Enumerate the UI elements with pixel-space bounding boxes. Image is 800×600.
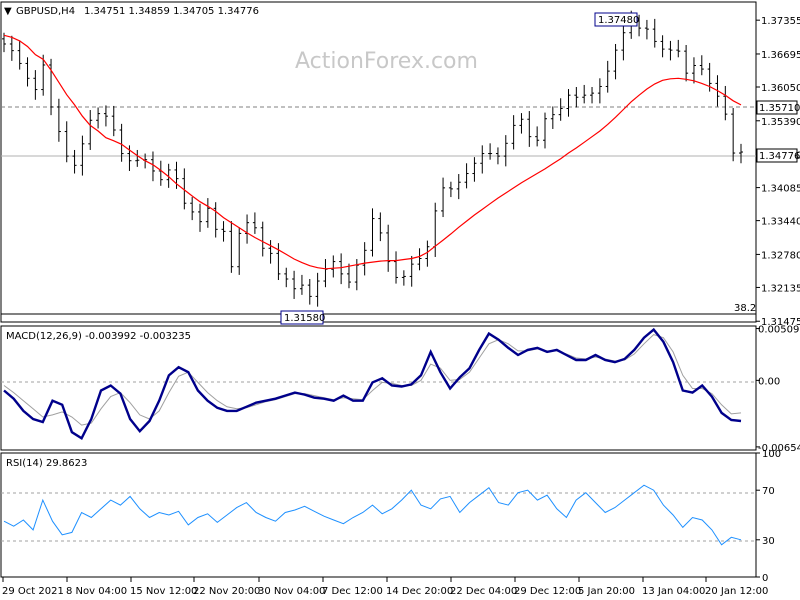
- time-axis-label: 20 Jan 12:00: [705, 586, 768, 597]
- rsi-line: [3, 484, 742, 546]
- macd-axis-label: 0.005099: [758, 325, 800, 336]
- price-axis-label: 1.31475: [761, 317, 800, 328]
- level-tag: 1.35710: [759, 103, 800, 114]
- price-axis-label: 1.35390: [761, 117, 800, 128]
- high-label: 1.37480: [598, 15, 639, 26]
- macd-axis-label: 0.00: [758, 376, 780, 387]
- rsi-axis-label: 100: [762, 449, 781, 460]
- macd-axis-label: -0.006543: [758, 443, 800, 454]
- time-axis-label: 13 Jan 04:00: [642, 586, 705, 597]
- price-panel-header-triangle: ▼: [4, 6, 12, 17]
- price-axis-label: 1.32135: [761, 283, 800, 294]
- time-axis-label: 30 Nov 04:00: [258, 586, 325, 597]
- time-axis-label: 22 Dec 04:00: [450, 586, 517, 597]
- rsi-axis-label: 30: [762, 536, 775, 547]
- moving-average-line: [3, 34, 742, 270]
- rsi-axis: 100 70 30 0: [756, 449, 781, 584]
- low-label-box: [280, 310, 324, 325]
- price-panel-symbol: GBPUSD,H4: [16, 6, 75, 17]
- time-axis-label: 15 Nov 12:00: [130, 586, 197, 597]
- high-label-box: [594, 12, 638, 27]
- time-axis-label: 14 Dec 20:00: [386, 586, 453, 597]
- price-candles: [2, 10, 743, 307]
- watermark: ActionForex.com: [295, 49, 478, 74]
- price-axis-label: 1.36050: [761, 83, 800, 94]
- rsi-panel: [0, 452, 757, 578]
- rsi-panel-title: RSI(14) 29.8623: [6, 458, 87, 469]
- rsi-axis-label: 0: [762, 573, 768, 584]
- price-panel-ohlc: 1.34751 1.34859 1.34705 1.34776: [84, 6, 259, 17]
- macd-panel-title: MACD(12,26,9) -0.003992 -0.003235: [6, 331, 191, 342]
- time-axis-label: 5 Jan 20:00: [578, 586, 635, 597]
- level-tag-box: [756, 100, 798, 115]
- price-axis-label: 1.34085: [761, 184, 800, 195]
- price-panel: [0, 1, 757, 323]
- time-axis-label: 8 Nov 04:00: [66, 586, 127, 597]
- price-axis-label: 1.37355: [761, 16, 800, 27]
- rsi-axis-label: 70: [762, 486, 775, 497]
- price-axis-label: 1.33440: [761, 217, 800, 228]
- current-price-tag: 1.34776: [759, 151, 800, 162]
- time-axis-label: 29 Oct 2021: [2, 586, 64, 597]
- macd-axis: 0.005099 0.00 -0.006543: [756, 325, 800, 454]
- price-axis-label: 1.32780: [761, 250, 800, 261]
- macd-panel: [0, 325, 757, 451]
- current-price-tag-box: [756, 148, 798, 163]
- fib-label: 38.2: [734, 303, 756, 314]
- low-label: 1.31580: [284, 313, 325, 324]
- time-axis-label: 7 Dec 12:00: [322, 586, 383, 597]
- time-axis-label: 22 Nov 20:00: [193, 586, 260, 597]
- macd-line: [3, 327, 742, 441]
- price-axis-label: 1.36695: [761, 50, 800, 61]
- time-axis-label: 29 Dec 12:00: [514, 586, 581, 597]
